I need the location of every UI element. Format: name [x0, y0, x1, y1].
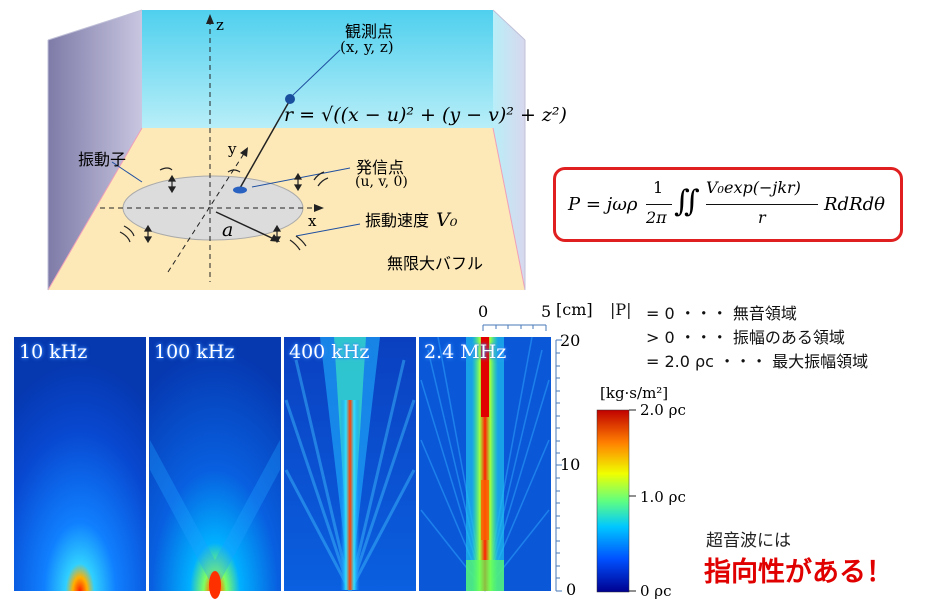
y-axis-label: y [228, 140, 237, 158]
formula-integrand-den: r [758, 208, 766, 227]
colorbar-gradient [596, 409, 630, 593]
h-scale-max: 5 [541, 302, 552, 321]
right-wall [493, 10, 525, 290]
panel-label: 100 kHz [154, 341, 235, 363]
v-scale-mid: 10 [560, 455, 581, 474]
radius-label: a [222, 219, 234, 241]
radius-arrow [215, 211, 277, 241]
baffle-label: 無限大バフル [387, 254, 484, 273]
observation-point-marker [285, 94, 295, 104]
back-wall [142, 10, 493, 128]
colorbar-min: 0 ρc [640, 582, 672, 600]
p-symbol: |P| [610, 300, 632, 319]
vibration-marks [119, 167, 329, 251]
h-scale-min: 0 [478, 302, 489, 321]
colorbar-unit: [kg·s/m²] [600, 384, 669, 402]
panel-label: 2.4 MHz [424, 341, 507, 363]
source-point-marker [233, 186, 247, 194]
colorbar-mid: 1.0 ρc [640, 488, 686, 506]
velocity-symbol: V₀ [436, 209, 458, 231]
colorbar-max: 2.0 ρc [640, 401, 686, 419]
baffle-diagram [47, 9, 526, 291]
z-axis-label: z [216, 16, 224, 34]
horizontal-scale [482, 324, 547, 331]
formula-rhs: RdRdθ [824, 194, 885, 215]
distance-line [239, 99, 291, 189]
panel-400khz: 400 kHz [284, 337, 416, 591]
source-point-label: 発信点 [356, 158, 405, 177]
p-legend-line1: = 0 ・・・ 無音領域 [646, 304, 797, 323]
panel-label: 400 kHz [289, 341, 370, 363]
y-axis [167, 151, 246, 273]
formula-integrand-num: V₀exp(−jkr) [706, 178, 801, 197]
conclusion-line1: 超音波には [706, 531, 791, 551]
panel-2_4mhz: 2.4 MHz [419, 337, 551, 591]
h-scale-unit: [cm] [556, 300, 593, 319]
velocity-label: 振動速度 V₀ [365, 209, 458, 231]
left-wall [48, 10, 142, 290]
formula-integral: ∬ [674, 184, 700, 219]
panel-100khz: 100 kHz [149, 337, 281, 591]
conclusion-line2: 指向性がある！ [704, 557, 893, 588]
v-scale-top: 20 [560, 331, 581, 350]
panel-label: 10 kHz [19, 341, 88, 363]
p-legend-line2: > 0 ・・・ 振幅のある領域 [646, 328, 845, 347]
p-legend-line3: = 2.0 ρc ・・・ 最大振幅領域 [646, 352, 869, 371]
vibrator-label: 振動子 [78, 150, 127, 169]
pressure-formula-box: P = jωρ 1 2π ∬ V₀exp(−jkr) r RdRdθ [553, 167, 903, 242]
formula-frac-den: 2π [646, 208, 667, 227]
observation-point-coords: (x, y, z) [340, 38, 394, 56]
v-scale-bottom: 0 [566, 580, 577, 599]
formula-frac-num: 1 [653, 178, 664, 197]
formula-lhs: P = jωρ [568, 194, 638, 215]
distance-formula: r = √((x − u)² + (y − v)² + z²) [284, 104, 567, 126]
panel-10khz: 10 kHz [14, 337, 146, 591]
source-point-coords: (u, v, 0) [355, 174, 408, 190]
observation-point-label: 観測点 [345, 22, 394, 41]
x-axis-label: x [308, 212, 317, 230]
